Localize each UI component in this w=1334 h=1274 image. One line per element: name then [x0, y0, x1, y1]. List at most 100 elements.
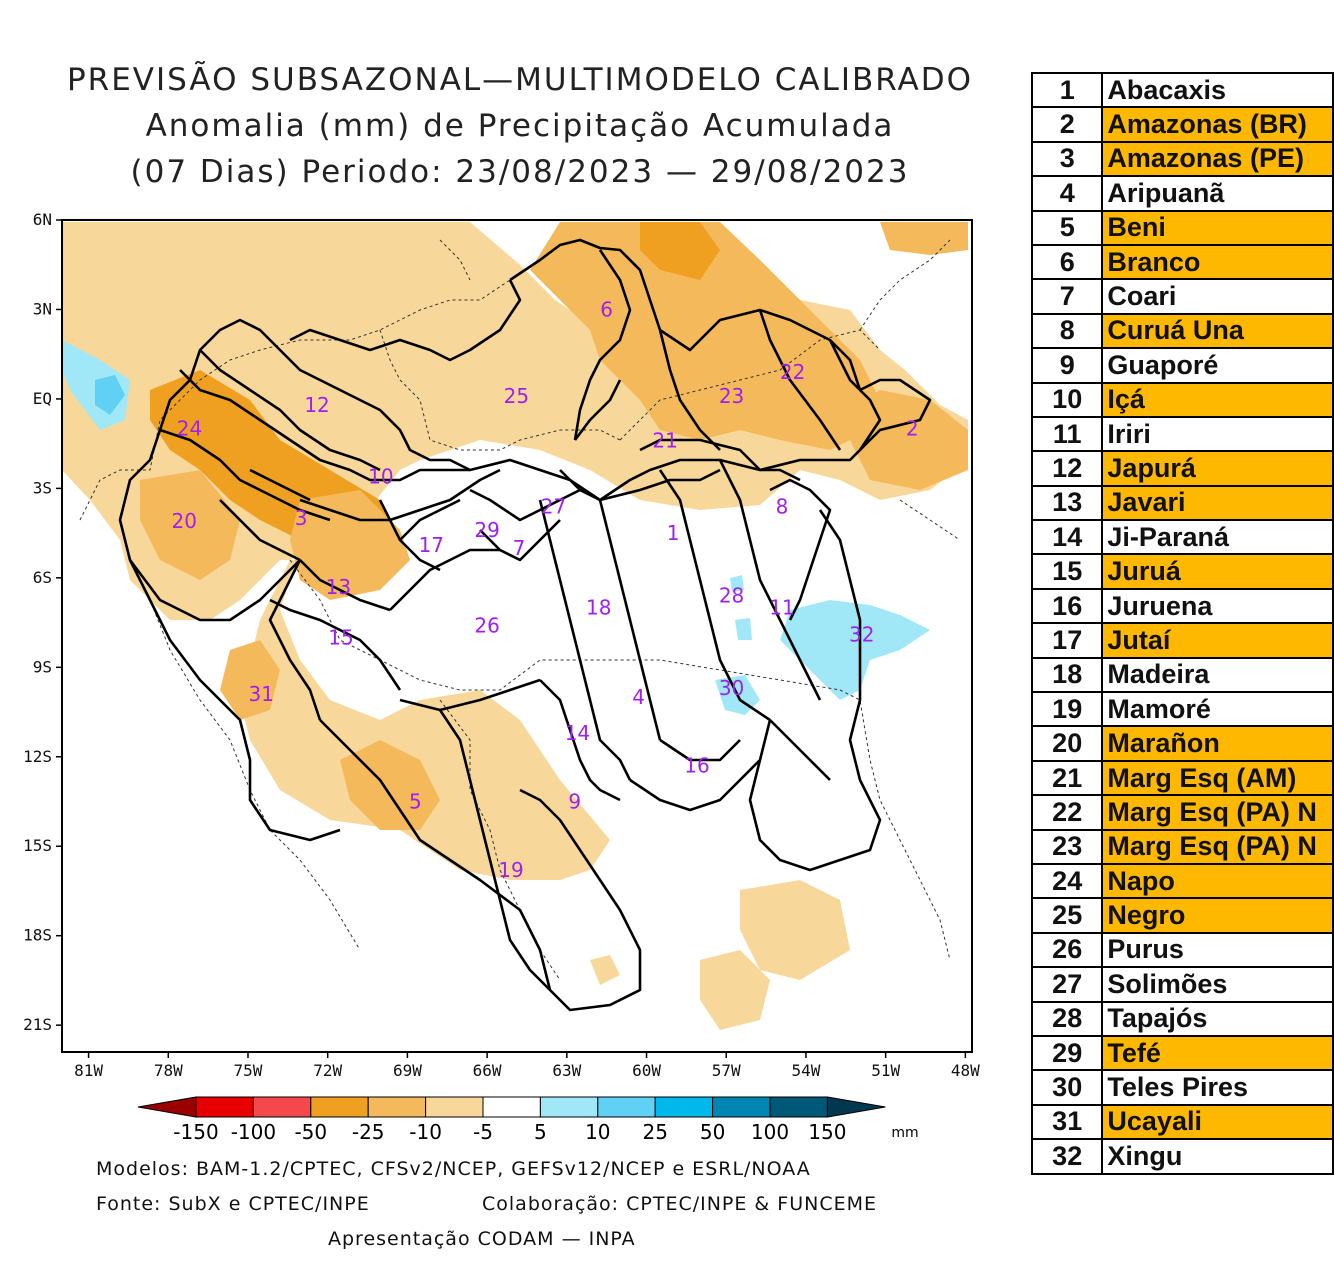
- basin-name: Mamoré: [1101, 691, 1334, 728]
- basin-row: 11 Iriri: [1030, 415, 1334, 453]
- basin-outlines: [118, 238, 932, 1012]
- basin-row: 9 Guaporé: [1030, 347, 1334, 384]
- basin-number: 14: [1030, 519, 1104, 556]
- basin-number-16: 16: [684, 754, 709, 778]
- lat-label: 18S: [23, 926, 52, 945]
- basin-row: 10 Içá: [1030, 381, 1334, 418]
- basin-row: 2 Amazonas (BR): [1030, 106, 1334, 143]
- basin-row: 23 Marg Esq (PA) N: [1030, 828, 1334, 865]
- colorbar: -150 -100 -50 -25 -10 -5 5 10 25 50 100 150 mm: [137, 1096, 919, 1144]
- colorbar-swatch: [654, 1096, 714, 1118]
- precipitation-anomaly-map: 6N 3N EQ 3S 6S 9S 12S 15S 18S 21S 81W 78W 75W 72W 69W…: [23, 210, 980, 1144]
- basin-number-27: 27: [541, 494, 566, 518]
- lat-label: EQ: [33, 389, 52, 408]
- basin-row: 4 Aripuanã: [1030, 175, 1334, 212]
- basin-number-20: 20: [171, 509, 196, 533]
- footer-presentation: Apresentação CODAM — INPA: [328, 1228, 636, 1250]
- basin-name: Negro: [1101, 897, 1334, 934]
- basin-number-11: 11: [769, 596, 794, 620]
- colorbar-tick-label: -150: [173, 1120, 218, 1144]
- map-frame: [61, 219, 973, 1053]
- lon-label: 81W: [74, 1061, 103, 1080]
- basin-number: 17: [1030, 622, 1104, 659]
- basin-number: 18: [1030, 656, 1104, 694]
- basin-number: 25: [1030, 897, 1104, 934]
- colorbar-tick-label: 10: [585, 1120, 610, 1144]
- lon-label: 75W: [234, 1061, 263, 1080]
- basin-row: 30 Teles Pires: [1030, 1069, 1334, 1106]
- basin-name: Guaporé: [1101, 347, 1334, 384]
- basin-row: 22 Marg Esq (PA) N: [1030, 794, 1334, 831]
- basin-name: Purus: [1101, 931, 1334, 969]
- basin-number-6: 6: [600, 297, 613, 321]
- basin-number: 16: [1030, 587, 1104, 625]
- basin-row: 19 Mamoré: [1030, 691, 1334, 728]
- basin-name: Curuá Una: [1101, 312, 1334, 350]
- basin-number-7: 7: [513, 536, 526, 560]
- lon-label: 69W: [393, 1061, 422, 1080]
- colorbar-tick-label: -5: [473, 1120, 493, 1144]
- basin-row: 24 Napo: [1030, 862, 1334, 900]
- basin-number-25: 25: [504, 384, 529, 408]
- basin-name: Madeira: [1101, 656, 1334, 694]
- basin-number: 31: [1030, 1103, 1104, 1141]
- lon-label: 72W: [313, 1061, 342, 1080]
- basin-number-21: 21: [652, 429, 677, 453]
- basin-name: Abacaxis: [1101, 71, 1334, 109]
- basin-row: 1 Abacaxis: [1030, 71, 1334, 109]
- colorbar-tick-label: 150: [808, 1120, 846, 1144]
- basin-row: 28 Tapajós: [1030, 1000, 1334, 1037]
- basin-number: 2: [1030, 106, 1104, 143]
- basin-row: 29 Tefé: [1030, 1034, 1334, 1072]
- basin-row: 32 Xingu: [1030, 1138, 1334, 1175]
- basin-number: 6: [1030, 243, 1104, 281]
- basin-number: 8: [1030, 312, 1104, 350]
- colorbar-unit: mm: [891, 1125, 918, 1141]
- basin-row: 18 Madeira: [1030, 656, 1334, 694]
- basin-number: 23: [1030, 828, 1104, 865]
- basin-name: Tapajós: [1101, 1000, 1334, 1037]
- basin-row: 21 Marg Esq (AM): [1030, 759, 1334, 797]
- basin-row: 26 Purus: [1030, 931, 1334, 969]
- colorbar-swatch: [597, 1096, 656, 1118]
- lat-label: 6N: [33, 210, 52, 229]
- lat-label: 9S: [33, 657, 52, 676]
- basin-number-14: 14: [565, 721, 590, 745]
- basin-number-19: 19: [498, 858, 523, 882]
- lat-label: 12S: [23, 747, 52, 766]
- lat-label: 6S: [33, 568, 52, 587]
- basin-name: Marg Esq (AM): [1101, 759, 1334, 797]
- basin-number: 3: [1030, 140, 1104, 178]
- basin-name: Napo: [1101, 862, 1334, 900]
- basin-number: 7: [1030, 278, 1104, 315]
- basin-row: 25 Negro: [1030, 897, 1334, 934]
- colorbar-tick-label: -10: [409, 1120, 442, 1144]
- colorbar-tick-label: 5: [534, 1120, 547, 1144]
- basin-number: 28: [1030, 1000, 1104, 1037]
- basin-number: 19: [1030, 691, 1104, 728]
- basin-number: 20: [1030, 725, 1104, 762]
- basin-number-8: 8: [776, 494, 789, 518]
- basin-number: 15: [1030, 553, 1104, 590]
- basin-name: Ucayali: [1101, 1103, 1334, 1141]
- basin-number-15: 15: [328, 625, 353, 649]
- map-title: PREVISÃO SUBSAZONAL—MULTIMODELO CALIBRAD…: [66, 62, 974, 98]
- basin-name: Xingu: [1101, 1138, 1334, 1175]
- lon-label: 48W: [951, 1061, 980, 1080]
- basin-number-32: 32: [849, 623, 874, 647]
- basin-legend-table: 1 Abacaxis 2 Amazonas (BR) 3 Amazonas (PE) 4 Ar…: [1030, 71, 1334, 1175]
- basin-name: Javari: [1101, 484, 1334, 522]
- footer-models: Modelos: BAM-1.2/CPTEC, CFSv2/NCEP, GEFS…: [96, 1158, 811, 1180]
- basin-row: 31 Ucayali: [1030, 1103, 1334, 1141]
- basin-name: Juruena: [1101, 587, 1334, 625]
- basin-number-24: 24: [177, 417, 202, 441]
- basin-number: 27: [1030, 966, 1104, 1003]
- colorbar-swatch: [482, 1096, 541, 1118]
- lon-label: 57W: [712, 1061, 741, 1080]
- basin-number: 29: [1030, 1034, 1104, 1072]
- basin-number-9: 9: [568, 790, 581, 814]
- basin-row: 8 Curuá Una: [1030, 312, 1334, 350]
- colorbar-tick-label: -100: [231, 1120, 276, 1144]
- basin-number: 4: [1030, 175, 1104, 212]
- basin-row: 7 Coari: [1030, 278, 1334, 315]
